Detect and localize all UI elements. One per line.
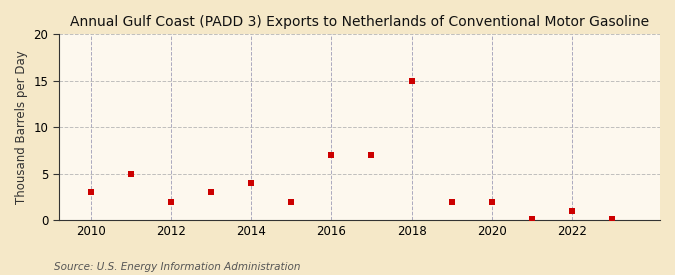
Point xyxy=(165,199,176,204)
Point xyxy=(206,190,217,194)
Point xyxy=(607,217,618,221)
Title: Annual Gulf Coast (PADD 3) Exports to Netherlands of Conventional Motor Gasoline: Annual Gulf Coast (PADD 3) Exports to Ne… xyxy=(70,15,649,29)
Point xyxy=(366,153,377,157)
Point xyxy=(86,190,97,194)
Y-axis label: Thousand Barrels per Day: Thousand Barrels per Day xyxy=(15,50,28,204)
Point xyxy=(246,181,256,185)
Point xyxy=(486,199,497,204)
Point xyxy=(526,217,537,221)
Point xyxy=(326,153,337,157)
Point xyxy=(406,79,417,83)
Point xyxy=(566,209,577,213)
Point xyxy=(286,199,297,204)
Text: Source: U.S. Energy Information Administration: Source: U.S. Energy Information Administ… xyxy=(54,262,300,272)
Point xyxy=(126,172,136,176)
Point xyxy=(446,199,457,204)
